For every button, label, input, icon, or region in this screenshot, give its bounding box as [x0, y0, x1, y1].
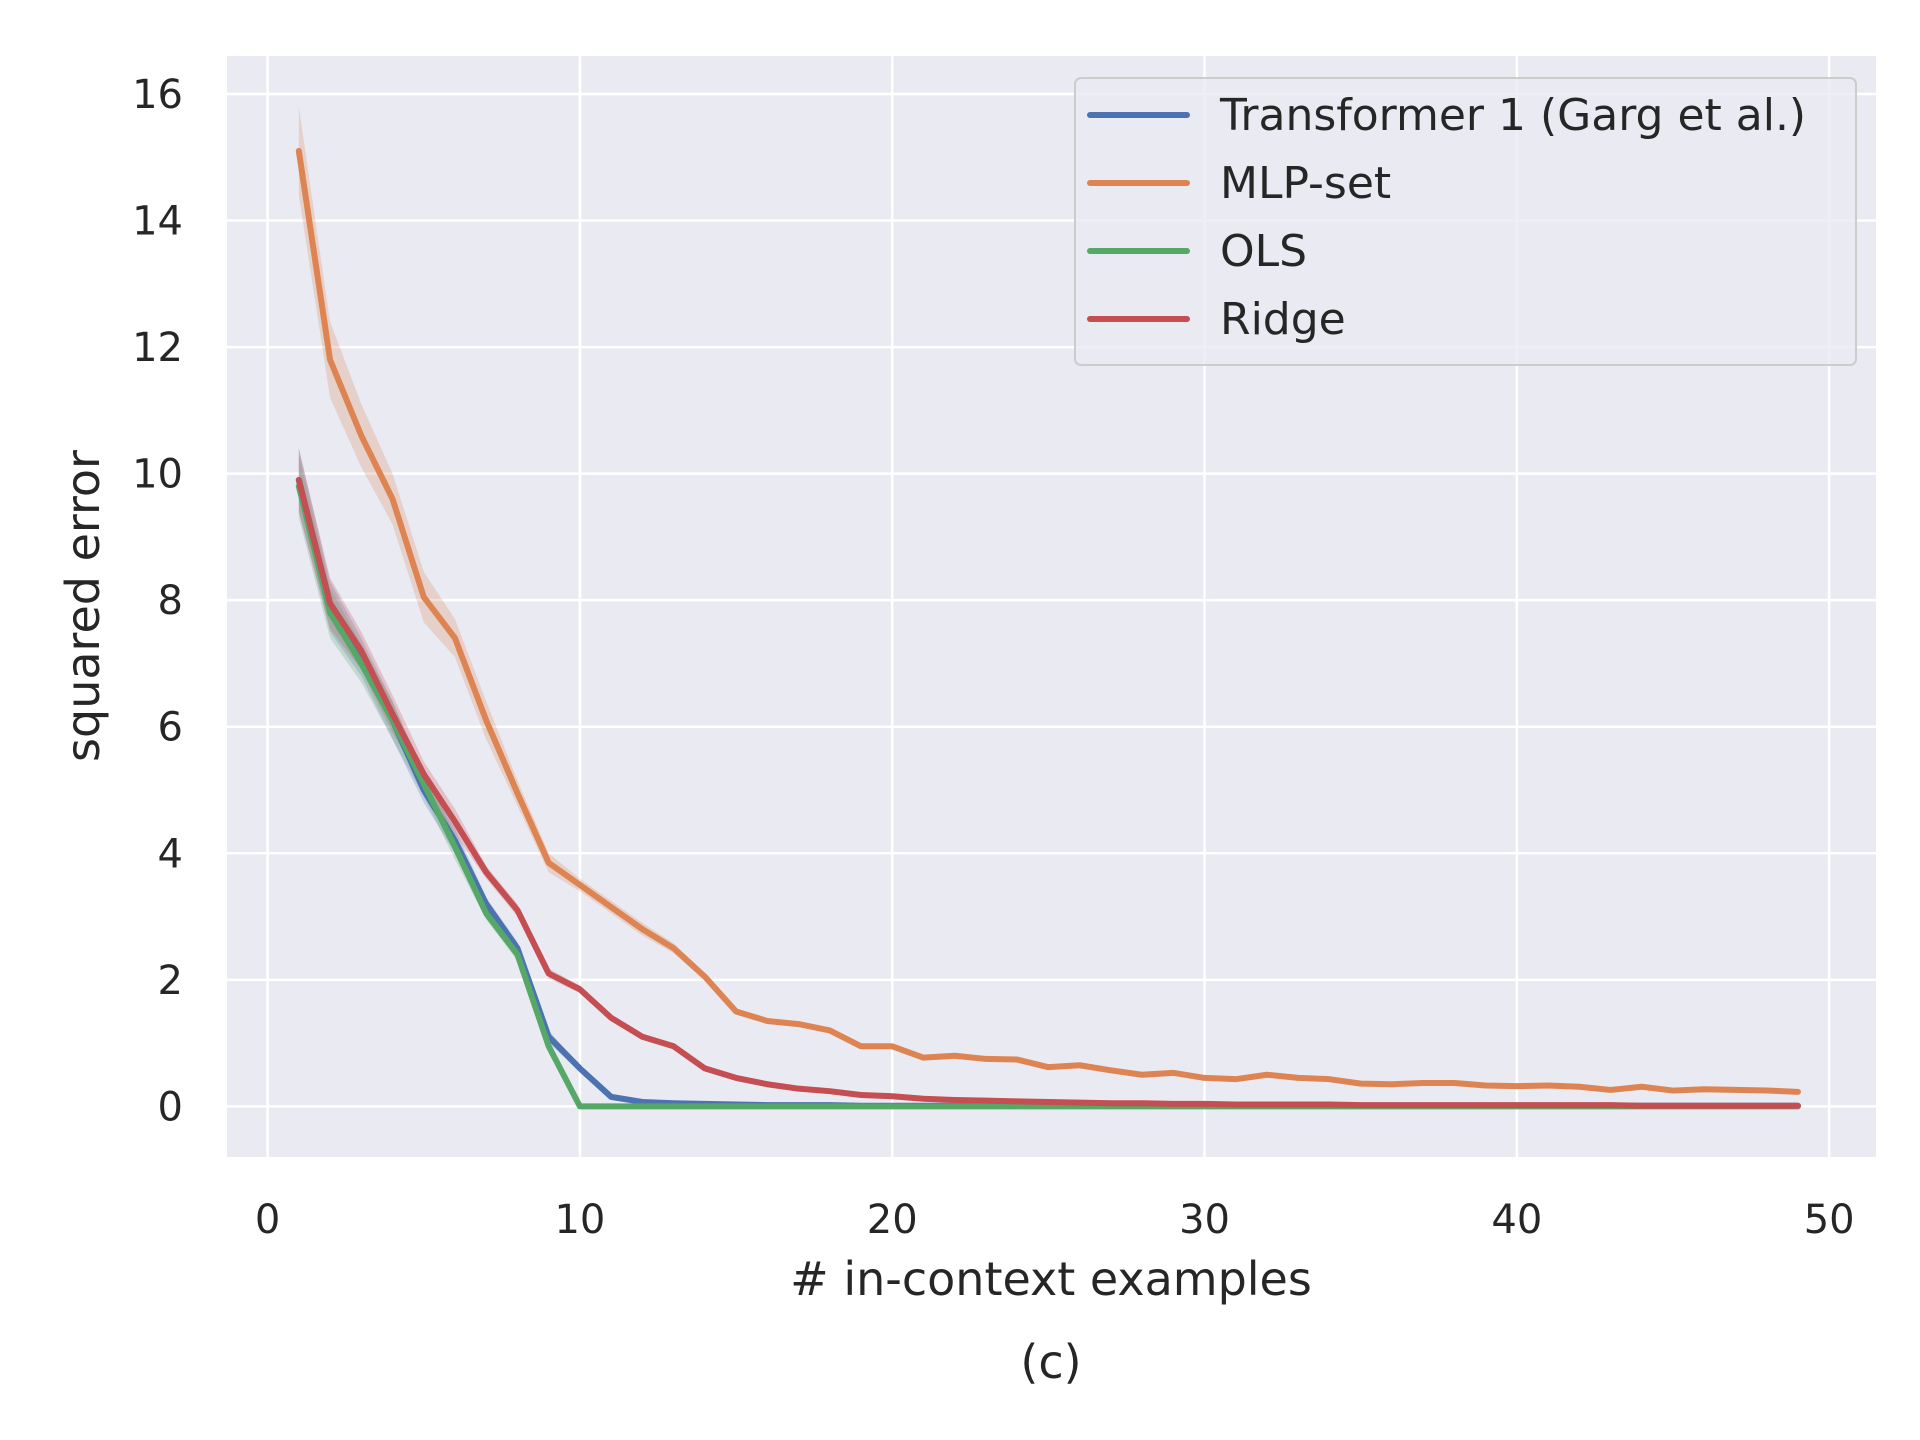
x-tick-label: 30	[1179, 1197, 1230, 1243]
x-axis-ticks: 0 10 20 30 40 50	[255, 1197, 1855, 1243]
x-tick-label: 50	[1804, 1197, 1855, 1243]
series-lines	[295, 147, 1801, 1110]
x-tick-label: 20	[867, 1197, 918, 1243]
legend: Transformer 1 (Garg et al.) MLP-set OLS Rid…	[1074, 77, 1857, 366]
y-tick-label: 8	[158, 578, 183, 624]
figure-caption: (c)	[1020, 1335, 1081, 1389]
grid	[227, 56, 1876, 1157]
y-tick-label: 2	[158, 958, 183, 1004]
legend-label: Transformer 1 (Garg et al.)	[1219, 90, 1806, 141]
series-line-3	[295, 476, 1801, 1109]
x-tick-label: 0	[255, 1197, 280, 1243]
x-tick-label: 10	[554, 1197, 605, 1243]
legend-label: MLP-set	[1220, 158, 1391, 209]
y-tick-label: 6	[158, 705, 183, 751]
x-axis-label: # in-context examples	[790, 1252, 1312, 1306]
y-tick-label: 10	[132, 452, 183, 498]
legend-label: OLS	[1220, 226, 1307, 277]
y-axis-ticks: 0 2 4 6 8 10 12 14 16	[132, 72, 183, 1130]
y-tick-label: 16	[132, 72, 183, 118]
y-tick-label: 0	[158, 1084, 183, 1130]
y-axis-label: squared error	[56, 450, 110, 762]
y-tick-label: 4	[158, 831, 183, 877]
legend-label: Ridge	[1220, 294, 1346, 345]
y-tick-label: 12	[132, 325, 183, 371]
x-tick-label: 40	[1491, 1197, 1542, 1243]
y-tick-label: 14	[132, 199, 183, 245]
legend-box	[1074, 77, 1857, 366]
series-line-1	[295, 147, 1801, 1095]
